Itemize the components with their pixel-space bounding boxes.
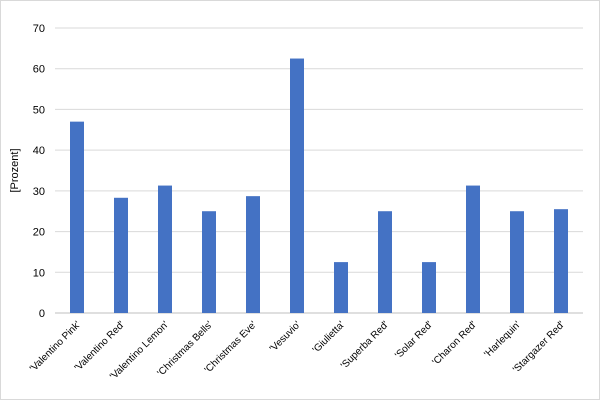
bar [202, 211, 216, 313]
bar [466, 185, 480, 313]
x-tick-label: 'Giulietta' [311, 319, 347, 355]
y-tick-label: 0 [39, 308, 45, 320]
y-tick-labels: 0 10 20 30 40 50 60 70 [33, 23, 45, 320]
bar [70, 121, 84, 314]
bar [290, 58, 304, 314]
bar [246, 196, 260, 313]
gridlines [55, 27, 583, 273]
bar [334, 262, 348, 313]
y-tick-label: 10 [33, 267, 45, 279]
bar [158, 185, 172, 313]
bar [554, 209, 568, 313]
y-tick-label: 70 [33, 23, 45, 35]
x-tick-label: 'Vesuvio' [268, 319, 303, 354]
y-tick-label: 60 [33, 64, 45, 76]
y-tick-label: 20 [33, 227, 45, 239]
y-axis-label: [Prozent] [9, 148, 21, 192]
x-tick-label: 'Harlequin' [482, 319, 523, 360]
bar [114, 197, 128, 313]
x-tick-labels: 'Valentino Pink''Valentino Red''Valentin… [28, 319, 567, 382]
y-tick-label: 30 [33, 186, 45, 198]
x-tick-label: 'Solar Red' [393, 319, 435, 361]
bar [510, 211, 524, 313]
bar [422, 262, 436, 313]
y-tick-label: 40 [33, 145, 45, 157]
x-tick-label: 'Charon Red' [431, 319, 480, 368]
y-tick-label: 50 [33, 104, 45, 116]
bars [70, 58, 568, 314]
bar [378, 211, 392, 313]
